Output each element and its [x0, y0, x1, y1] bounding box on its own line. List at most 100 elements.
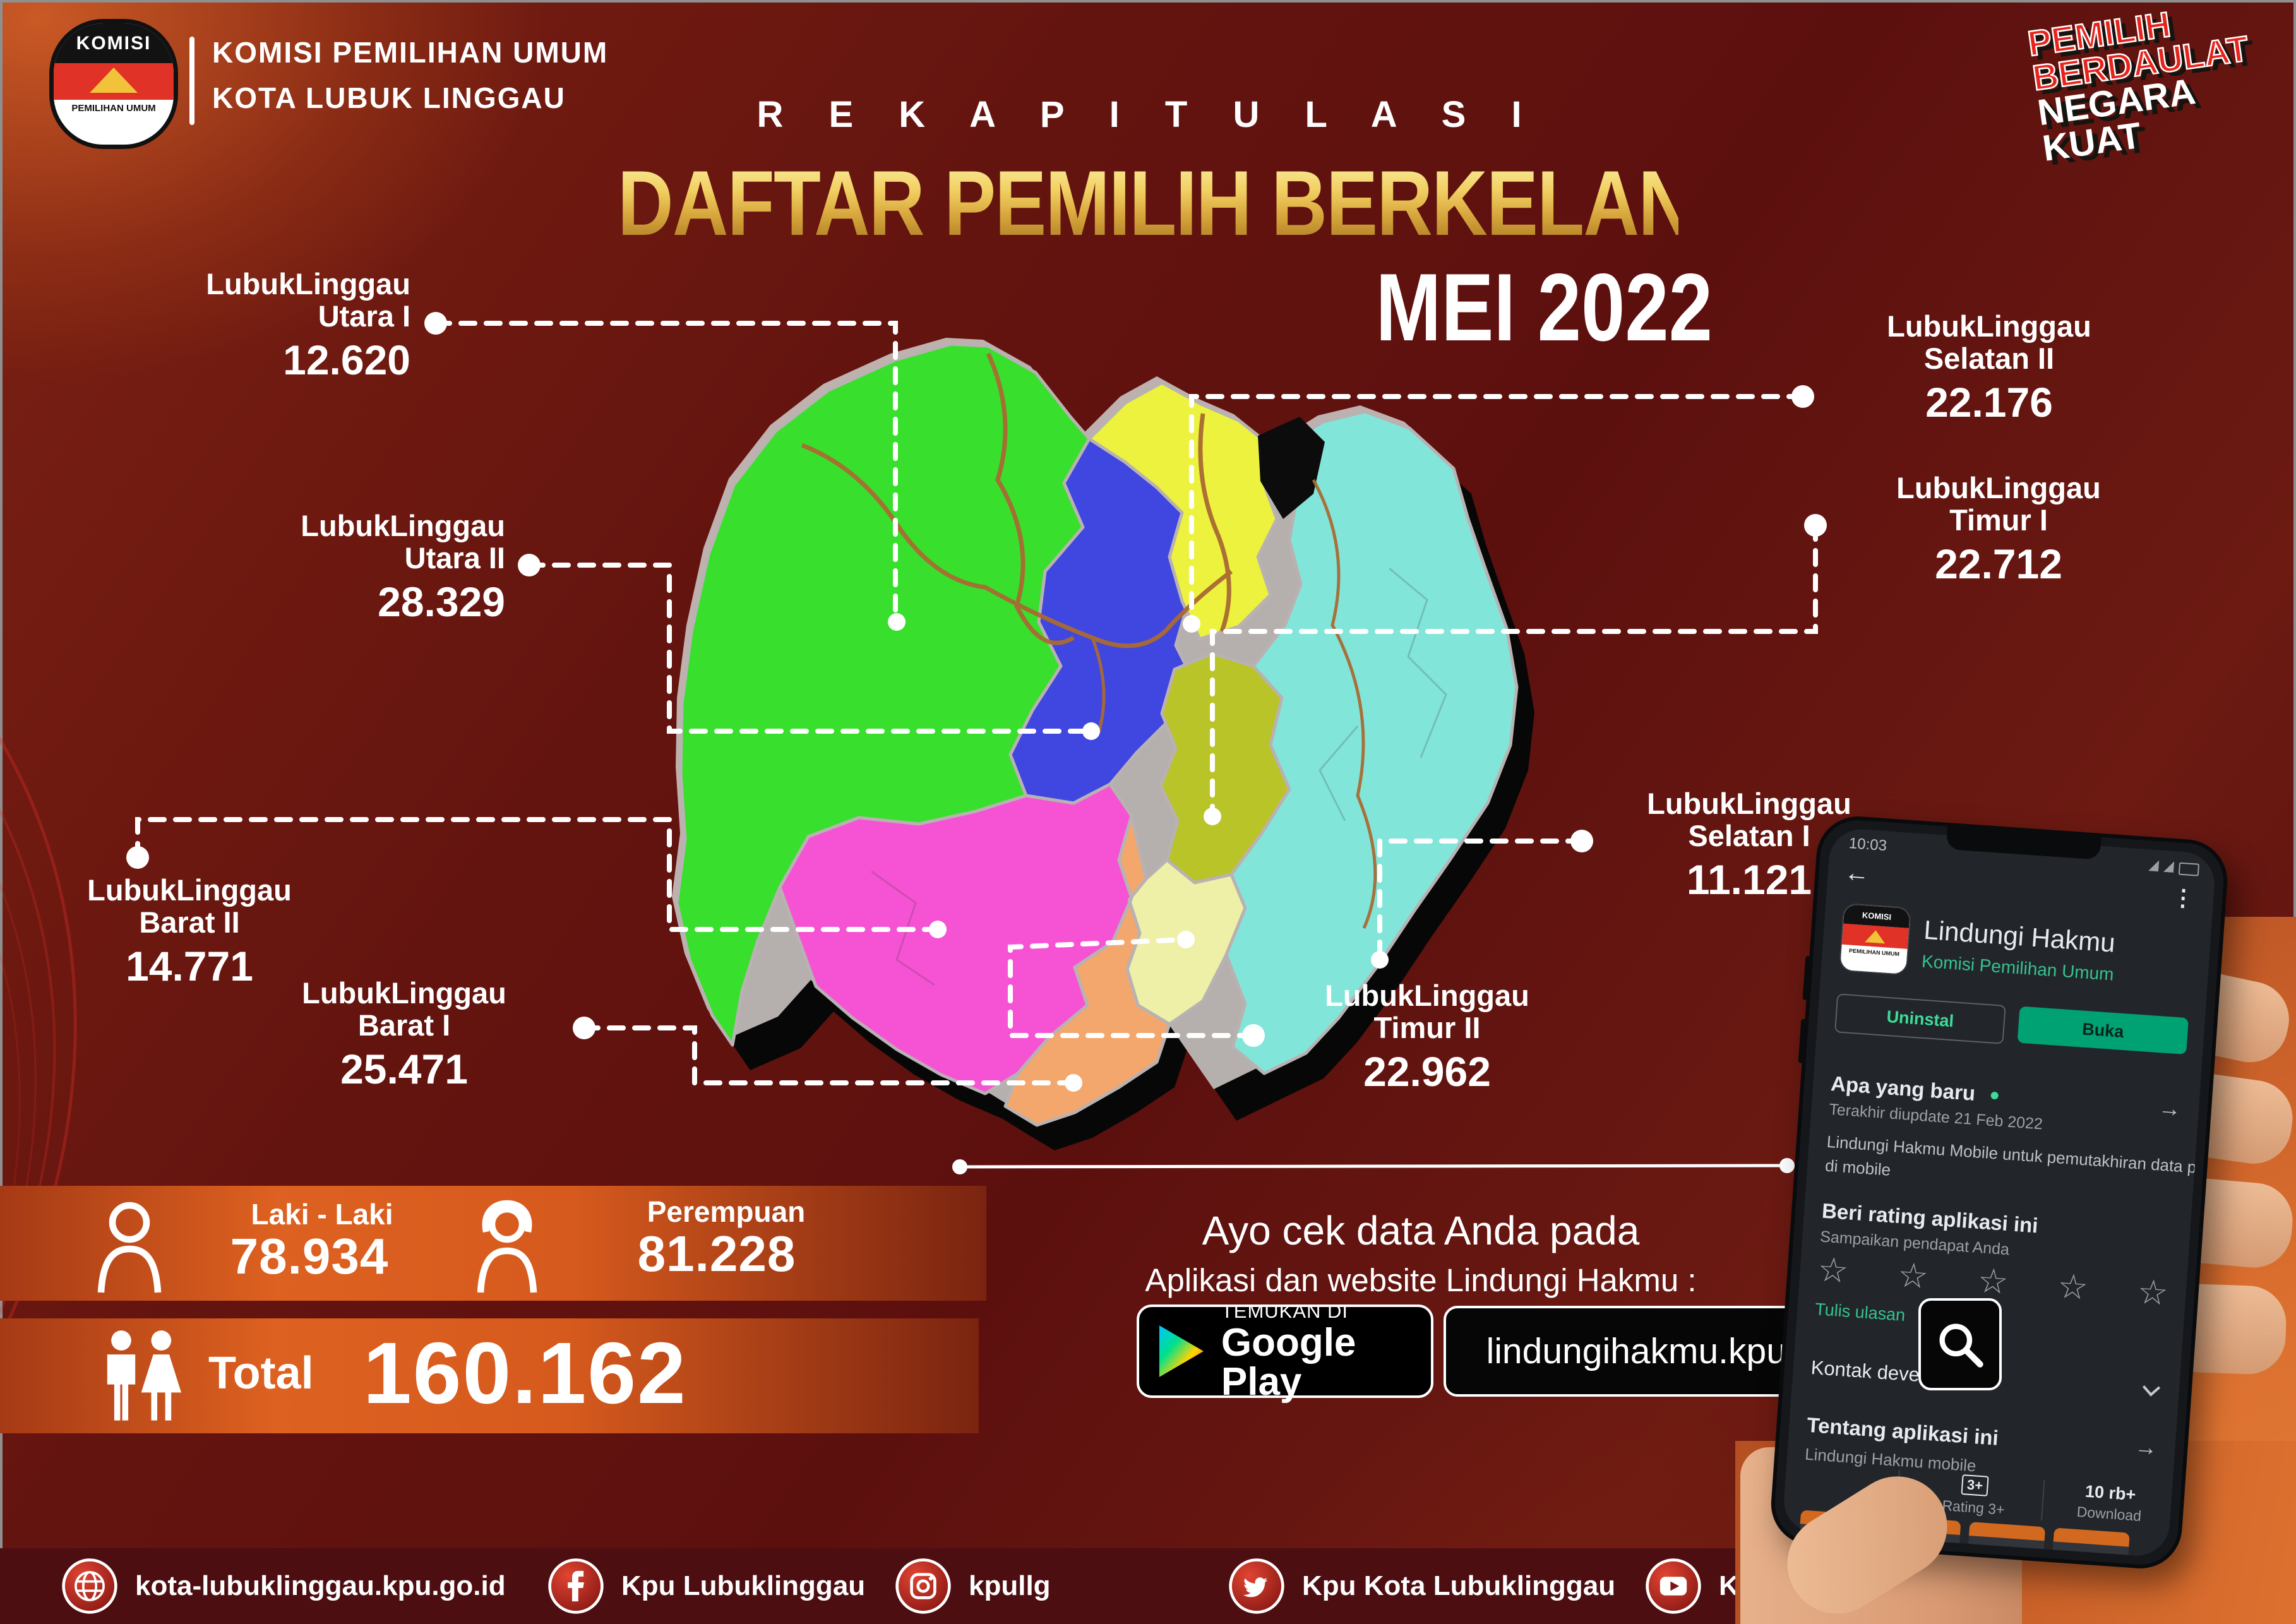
star-icon[interactable]: ☆: [1896, 1256, 1930, 1296]
star-icon[interactable]: ☆: [2056, 1267, 2090, 1308]
district-barat1[interactable]: [1003, 782, 1171, 1127]
title-period: MEI 2022: [1375, 254, 1713, 361]
male-value: 78.934: [230, 1228, 389, 1284]
downloads-count: 10 rb+: [2084, 1481, 2137, 1505]
app-pointer-line: [959, 1164, 1788, 1169]
district-value: 22.712: [1935, 540, 2062, 587]
district-name: LubukLinggau: [301, 509, 505, 542]
footer-instagram-label: kpullg: [969, 1570, 1051, 1601]
female-label: Perempuan: [647, 1195, 806, 1228]
facebook-icon: [548, 1558, 604, 1614]
star-icon[interactable]: ☆: [1816, 1250, 1850, 1291]
footer-facebook-label: Kpu Lubuklinggau: [621, 1570, 866, 1601]
district-area: Timur I: [1949, 503, 2048, 537]
map-roads: [801, 352, 1377, 929]
google-play-icon: [1159, 1325, 1204, 1377]
globe-icon: [62, 1558, 117, 1614]
male-label: Laki - Laki: [251, 1198, 393, 1231]
footer-item-twitter[interactable]: Kpu Kota Lubuklinggau: [1228, 1557, 1615, 1615]
instagram-icon: [895, 1558, 951, 1614]
twitter-icon: [1229, 1558, 1284, 1614]
phone-volume-button: [1802, 955, 1811, 1001]
app-icon-bottom: PEMILIHAN UMUM: [1839, 945, 1908, 976]
garuda-icon: [90, 67, 138, 93]
whats-new-arrow-icon[interactable]: →: [2157, 1094, 2182, 1122]
gp-big-label: Google Play: [1221, 1320, 1356, 1404]
connector-lines: [135, 321, 1818, 1085]
youtube-icon: [1646, 1558, 1701, 1614]
district-timur2[interactable]: [1125, 858, 1247, 1026]
last-updated: Terakhir diupdate 21 Feb 2022: [1828, 1100, 2043, 1133]
district-value: 14.771: [126, 942, 253, 989]
header-divider: [189, 37, 194, 125]
new-dot-icon: [1990, 1091, 1999, 1100]
total-stats-band: Total 160.162: [0, 1318, 979, 1433]
district-name: LubukLinggau: [1647, 787, 1851, 820]
district-selatan2[interactable]: [1087, 381, 1279, 641]
female-icon: [477, 1200, 537, 1293]
org-line1: KOMISI PEMILIHAN UMUM: [212, 36, 609, 69]
footer-item-website[interactable]: kota-lubuklinggau.kpu.go.id: [61, 1557, 506, 1615]
gp-small-label: TEMUKAN DI: [1221, 1299, 1349, 1322]
footer-item-instagram[interactable]: kpullg: [894, 1557, 1051, 1615]
chevron-down-icon[interactable]: [2142, 1378, 2161, 1397]
status-time: 10:03: [1848, 835, 1887, 855]
total-label: Total: [208, 1348, 314, 1399]
title-kicker: R E K A P I T U L A S I: [756, 94, 1540, 135]
district-barat2[interactable]: [778, 782, 1133, 1096]
about-app-row[interactable]: Tentang aplikasi ini: [1806, 1412, 1999, 1450]
phone-power-button: [1798, 1018, 1807, 1063]
app-screenshot-thumb[interactable]: [1965, 1522, 2046, 1558]
slogan-badge: PEMILIH BERDAULAT NEGARA KUAT: [2024, 0, 2261, 169]
district-name: LubukLinggau: [1887, 309, 2091, 343]
female-value: 81.228: [637, 1226, 796, 1282]
district-name: LubukLinggau: [1896, 471, 2101, 505]
district-area: Utara I: [318, 299, 410, 333]
cta-line1: Ayo cek data Anda pada: [1202, 1208, 1640, 1253]
label-selatan2: LubukLinggau Selatan II 22.176: [1825, 309, 2153, 426]
smartphone: 10:03 ← ⋮ KOMISI PEMILIHAN UMUM Lindungi…: [1768, 813, 2230, 1572]
star-icon[interactable]: ☆: [1976, 1262, 2010, 1302]
star-icon[interactable]: ☆: [2136, 1272, 2170, 1313]
kpu-logo-garuda-band: [54, 63, 174, 100]
about-arrow-icon[interactable]: →: [2134, 1433, 2158, 1461]
label-utara1: LubukLinggau Utara I 12.620: [95, 268, 410, 383]
district-utara2[interactable]: [1008, 437, 1197, 805]
district-selatan1[interactable]: [1224, 410, 1519, 1075]
district-area: Timur II: [1373, 1010, 1481, 1044]
info-divider: [2040, 1480, 2045, 1521]
district-value: 12.620: [283, 336, 410, 383]
district-value: 22.176: [1925, 378, 2053, 426]
map-strait: [1258, 417, 1325, 519]
total-couple-icon: [107, 1330, 181, 1421]
footer-item-facebook[interactable]: Kpu Lubuklinggau: [547, 1557, 865, 1615]
district-value: 22.962: [1363, 1048, 1491, 1095]
page-title: DAFTAR PEMILIH BERKELANJUTAN: [618, 150, 1941, 256]
uninstall-button[interactable]: Uninstal: [1834, 993, 2006, 1044]
google-play-badge[interactable]: TEMUKAN DI Google Play: [1137, 1301, 1433, 1401]
kpu-logo-bottom-label: PEMILIHAN UMUM: [54, 99, 174, 145]
total-value: 160.162: [363, 1325, 687, 1422]
label-barat1: LubukLinggau Barat I 25.471: [240, 977, 568, 1092]
district-utara1[interactable]: [675, 342, 1091, 1047]
whats-new-title: Apa yang baru: [1830, 1072, 1976, 1105]
gender-stats-band: Laki - Laki 78.934 Perempuan 81.228: [0, 1186, 986, 1301]
district-timur1[interactable]: [1159, 652, 1291, 885]
about-subtitle: Lindungi Hakmu mobile: [1804, 1444, 1977, 1476]
open-button[interactable]: Buka: [2017, 1006, 2189, 1055]
label-barat2: LubukLinggau Barat II 14.771: [13, 873, 366, 989]
male-icon: [97, 1202, 162, 1293]
label-utara2: LubukLinggau Utara II 28.329: [189, 510, 505, 624]
app-screenshot-thumb[interactable]: [2050, 1527, 2130, 1558]
district-area: Selatan I: [1688, 818, 1810, 852]
back-icon[interactable]: ←: [1843, 858, 1871, 888]
district-name: LubukLinggau: [87, 873, 292, 907]
map-parcel-lines: [871, 567, 1447, 986]
district-name: LubukLinggau: [302, 976, 506, 1010]
phone-screen: 10:03 ← ⋮ KOMISI PEMILIHAN UMUM Lindungi…: [1781, 827, 2217, 1558]
write-review-link[interactable]: Tulis ulasan: [1814, 1299, 1906, 1325]
menu-icon[interactable]: ⋮: [2170, 883, 2196, 912]
search-button[interactable]: [1918, 1298, 2002, 1390]
district-value: 25.471: [340, 1045, 468, 1092]
district-value: 11.121: [1686, 856, 1812, 903]
